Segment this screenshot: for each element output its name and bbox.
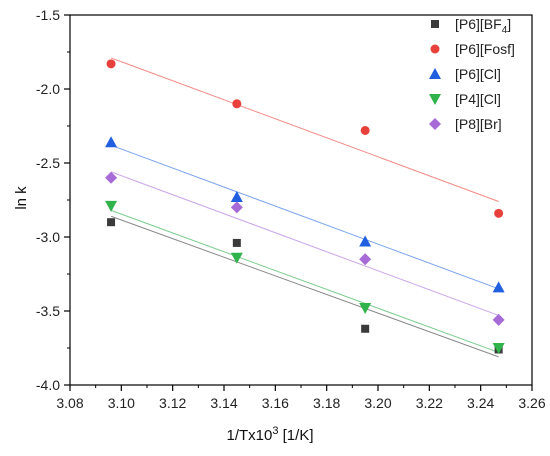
fit-lines [110,57,499,358]
data-point-series-1 [361,324,370,333]
data-point-series-3 [105,136,118,148]
legend-entry-5: [P8][Br] [455,116,502,132]
data-point-series-4 [492,343,505,354]
y-axis-title: ln k [13,186,30,210]
data-point-series-4 [359,303,372,315]
x-axis-title-unit: [1/K] [278,427,313,444]
fit-line-series-4 [110,209,499,353]
legend-entry-2: [P6][Fosf] [455,41,515,57]
legend-symbol-4 [429,94,441,105]
legend-entry-1-end: ] [507,16,511,32]
data-point-series-5 [492,313,505,326]
x-tick-label: 3.08 [56,395,83,411]
legend-entry-1-main: [P6][BF [455,16,502,32]
y-tick-label: -3.5 [36,303,60,319]
x-tick-label: 3.22 [416,395,443,411]
legend-entry-1-sub: 4 [502,25,508,36]
y-tick-label: -4.0 [36,377,60,393]
x-tick-label: 3.16 [262,395,289,411]
legend-symbol-2 [430,44,440,54]
y-tick-label: -2.0 [36,81,60,97]
x-tick-label: 3.24 [467,395,494,411]
legend-entry-4: [P4][Cl] [455,91,501,107]
data-point-series-5 [230,201,243,214]
x-tick-label: 3.12 [159,395,186,411]
x-tick-label: 3.20 [364,395,391,411]
x-axis-title-sup: 3 [272,425,278,437]
x-axis-title-main: 1/Tx10 [226,427,272,444]
fit-line-series-2 [110,57,499,202]
y-tick-label: -1.5 [36,7,60,23]
x-tick-label: 3.26 [518,395,545,411]
data-point-series-3 [492,281,505,293]
legend-symbol-5 [429,118,441,130]
y-tick-label: -3.0 [36,229,60,245]
fit-line-series-1 [110,215,499,358]
legend: [P6][BF4] [P6][Fosf] [P6][Cl] [P4][Cl] [… [429,16,515,132]
data-point-series-2 [232,99,242,109]
x-ticks: 3.08 3.10 3.12 3.14 3.16 3.18 3.20 3.22 3.24 3.26 [56,385,546,411]
data-point-series-5 [105,171,118,184]
legend-symbol-3 [429,68,441,79]
data-point-series-3 [230,191,243,203]
fit-line-series-3 [110,144,499,290]
x-tick-label: 3.18 [313,395,340,411]
data-point-series-4 [230,252,243,264]
data-point-series-2 [360,125,370,135]
legend-entry-3: [P6][Cl] [455,66,501,82]
data-point-series-1 [107,218,116,227]
fit-line-series-5 [110,171,499,316]
legend-symbol-1 [431,20,439,28]
data-point-series-2 [106,59,116,69]
x-tick-label: 3.14 [210,395,237,411]
legend-entry-1: [P6][BF4] [455,16,511,36]
y-tick-label: -2.5 [36,155,60,171]
data-point-series-3 [359,235,372,247]
markers [105,59,505,354]
data-point-series-4 [105,200,118,212]
data-point-series-5 [359,253,372,266]
x-axis-title: 1/Tx103 [1/K] [226,425,313,444]
y-ticks: -4.0 -3.5 -3.0 -2.5 -2.0 -1.5 [36,7,70,393]
x-tick-label: 3.10 [108,395,135,411]
data-point-series-1 [232,238,241,247]
data-point-series-2 [494,208,504,218]
